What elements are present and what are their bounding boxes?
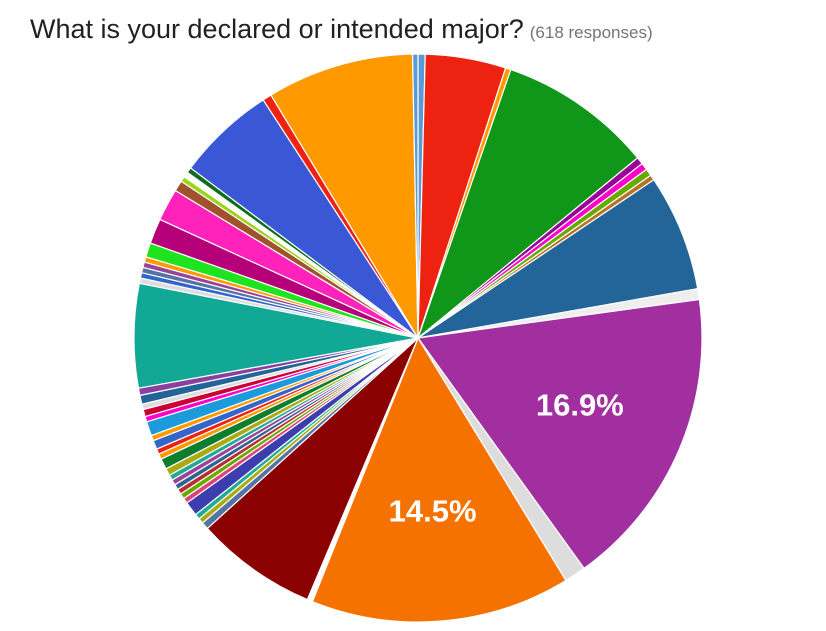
- pie-slice-53[interactable]: [411, 53, 419, 339]
- pie-slice-12[interactable]: [311, 337, 567, 623]
- slice-percent-label: 16.9%: [536, 388, 624, 423]
- question-title: What is your declared or intended major?: [30, 14, 524, 44]
- pie-slice-8[interactable]: [417, 179, 699, 339]
- slice-percent-label: 14.5%: [389, 494, 477, 529]
- pie-labels: 16.9% 14.5%: [389, 388, 624, 529]
- pie-slices: [133, 53, 703, 623]
- pie-slice-10[interactable]: [417, 298, 703, 569]
- pie-slice-3[interactable]: [417, 69, 639, 339]
- pie-slice-52[interactable]: [270, 53, 419, 339]
- question-header: What is your declared or intended major?…: [30, 14, 653, 45]
- response-count: (618 responses): [529, 23, 653, 42]
- pie-slice-14[interactable]: [206, 337, 419, 601]
